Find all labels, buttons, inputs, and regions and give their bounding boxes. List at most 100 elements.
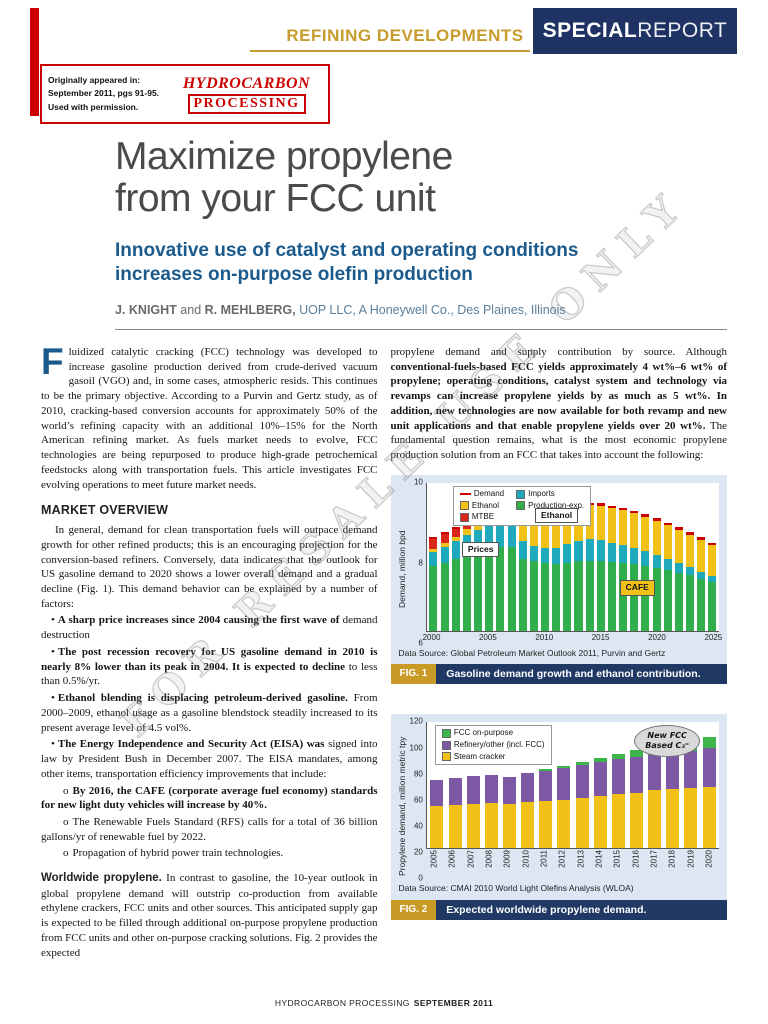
bar	[439, 483, 450, 631]
legend-swatch	[459, 513, 469, 523]
bar-segment	[462, 523, 471, 530]
bar	[450, 483, 461, 631]
bullet-rest: signed into law by President Bush in Dec…	[41, 738, 378, 780]
bar-segment	[674, 563, 683, 573]
bar-stack	[652, 483, 661, 631]
sub-bullet-rest: The Renewable Fuels Standard (RFS) calls…	[41, 815, 378, 843]
bar	[646, 722, 664, 849]
bullet-item: • The Energy Independence and Security Ac…	[41, 737, 378, 781]
bar-segment	[708, 545, 717, 577]
y-tick-label: 8	[418, 557, 423, 567]
reprint-note: Originally appeared in: September 2011, …	[42, 70, 165, 118]
bar-segment	[708, 576, 717, 582]
bar-segment	[641, 551, 650, 567]
bar-stack	[466, 722, 480, 849]
reprint-permission-box: Originally appeared in: September 2011, …	[40, 64, 330, 124]
bar-segment	[607, 562, 616, 631]
bar-segment	[585, 560, 594, 631]
y-tick-label: 0	[418, 873, 423, 883]
bar-segment	[686, 575, 695, 631]
y-tick-label: 120	[409, 716, 423, 726]
bar-segment	[674, 529, 683, 564]
demand-line-segment	[451, 526, 460, 530]
legend-label: MTBE	[471, 512, 495, 522]
bar-stack	[607, 483, 616, 631]
right-para-bold: conventional-fuels-based FCC yields appr…	[390, 360, 728, 432]
x-tick-label: 2005	[478, 632, 497, 642]
bar-stack	[686, 483, 695, 631]
demand-line-segment	[708, 542, 717, 545]
legend-swatch	[516, 501, 526, 511]
bar-segment	[574, 540, 583, 562]
bullet-rest: From 2000–2009, ethanol usage as a gasol…	[41, 692, 378, 734]
bar	[446, 722, 464, 849]
fig2-x-axis: 2005 2006 2007 2008 2009 2010 2011 2012 2013 2014…	[426, 849, 719, 879]
x-tick-label: 2006	[447, 850, 457, 868]
bar-segment	[521, 772, 535, 802]
x-tick-label: 2010	[521, 850, 531, 868]
x-tick-label: 2013	[576, 850, 586, 868]
legend-label: Production-exp.	[528, 500, 585, 510]
bar	[606, 483, 617, 631]
right-column: propylene demand and supply contribution…	[390, 345, 728, 960]
legend-item: Imports	[516, 489, 584, 500]
bar-segment	[574, 561, 583, 631]
worldwide-propylene-paragraph: Worldwide propylene. In contrast to gaso…	[41, 871, 378, 960]
x-tick-label: 2015	[591, 632, 610, 642]
bullet-item: • A sharp price increases since 2004 caus…	[41, 613, 378, 642]
legend-line-swatch	[459, 493, 471, 496]
article-content: Maximize propylene from your FCC unit In…	[41, 136, 728, 960]
legend-swatch	[441, 729, 451, 739]
market-overview-heading: MARKET OVERVIEW	[41, 503, 169, 518]
bar-segment	[641, 516, 650, 552]
bar-segment	[593, 757, 607, 763]
bar-segment	[429, 539, 438, 549]
y-tick-label: 80	[413, 769, 423, 779]
demand-line-segment	[440, 531, 449, 535]
bar-segment	[697, 539, 706, 572]
bar-segment	[619, 562, 628, 631]
bar-segment	[575, 762, 589, 766]
article-subtitle: Innovative use of catalyst and operating…	[115, 239, 727, 287]
section-underline	[250, 50, 530, 52]
footer-brand: HYDROCARBON PROCESSING	[274, 998, 410, 1008]
bar-segment	[485, 548, 494, 631]
demand-line-segment	[652, 518, 661, 521]
bar-segment	[484, 803, 498, 849]
bar-segment	[629, 792, 644, 849]
bar-segment	[440, 534, 449, 544]
bar-stack	[708, 483, 717, 631]
bar-segment	[529, 561, 538, 631]
legend-column: Demand Ethanol MTBE	[459, 489, 504, 523]
bar-stack	[521, 722, 535, 849]
bar-segment	[429, 552, 438, 567]
bar-segment	[663, 569, 672, 631]
bar-segment	[697, 572, 706, 579]
bar-segment	[652, 554, 661, 568]
demand-line-segment	[429, 536, 438, 540]
bar-segment	[507, 547, 516, 631]
chart-annotation: Prices	[461, 542, 500, 558]
demand-line-segment	[674, 527, 683, 530]
bar-segment	[485, 525, 494, 549]
right-column-paragraph: propylene demand and supply contribution…	[391, 345, 728, 463]
footer-issue: SEPTEMBER 2011	[413, 998, 494, 1008]
reprint-line-3: Used with permission.	[48, 101, 139, 112]
bar-stack	[629, 722, 644, 849]
bar-segment	[619, 544, 628, 563]
bar-segment	[607, 508, 616, 543]
x-tick-label: 2017	[649, 850, 659, 868]
bullet-marker: •	[51, 738, 55, 751]
bar-segment	[440, 562, 449, 631]
fig2-plot-area: FCC on-purpose Refinery/other (incl. FCC)…	[425, 722, 719, 850]
bar-segment	[629, 756, 644, 793]
bar-segment	[611, 758, 625, 794]
y-tick-label: 60	[413, 795, 423, 805]
bar-stack	[630, 483, 639, 631]
x-tick-label: 2016	[631, 850, 641, 868]
worldwide-propylene-lead: Worldwide propylene.	[41, 872, 162, 885]
bar-segment	[652, 520, 661, 555]
bar-segment	[496, 524, 505, 547]
bar-stack	[648, 722, 662, 849]
